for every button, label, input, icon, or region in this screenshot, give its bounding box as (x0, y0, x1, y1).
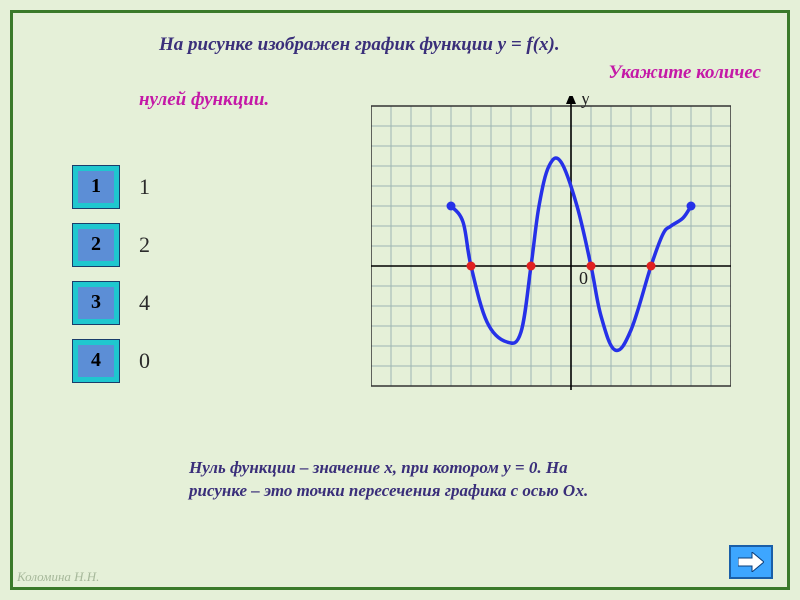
note-line1: Нуль функции – значение х, при котором y… (189, 458, 568, 477)
answer-label: 1 (139, 174, 150, 200)
answer-label: 0 (139, 348, 150, 374)
next-button[interactable] (729, 545, 773, 579)
answer-button-4[interactable]: 4 (73, 340, 119, 382)
answer-row: 1 1 (73, 166, 150, 208)
title-line2: Укажите количес (39, 59, 761, 87)
note-line2: рисунке – это точки пересечения графика … (189, 481, 588, 500)
answer-list: 1 1 2 2 3 4 4 0 (73, 166, 150, 398)
answer-row: 4 0 (73, 340, 150, 382)
answer-row: 2 2 (73, 224, 150, 266)
answer-button-2[interactable]: 2 (73, 224, 119, 266)
author-label: Коломина Н.Н. (17, 569, 99, 585)
definition-note: Нуль функции – значение х, при котором y… (39, 456, 761, 504)
title-line1: На рисунке изображен график функции y = … (39, 31, 761, 59)
slide-frame: На рисунке изображен график функции y = … (10, 10, 790, 590)
svg-text:y: y (581, 96, 590, 108)
graph: 0xy (371, 96, 731, 401)
answer-button-3[interactable]: 3 (73, 282, 119, 324)
answer-row: 3 4 (73, 282, 150, 324)
answer-label: 2 (139, 232, 150, 258)
answer-button-1[interactable]: 1 (73, 166, 119, 208)
content-area: 1 1 2 2 3 4 4 0 0xy (39, 126, 761, 456)
arrow-right-icon (738, 552, 764, 572)
answer-label: 4 (139, 290, 150, 316)
svg-text:0: 0 (579, 268, 588, 288)
